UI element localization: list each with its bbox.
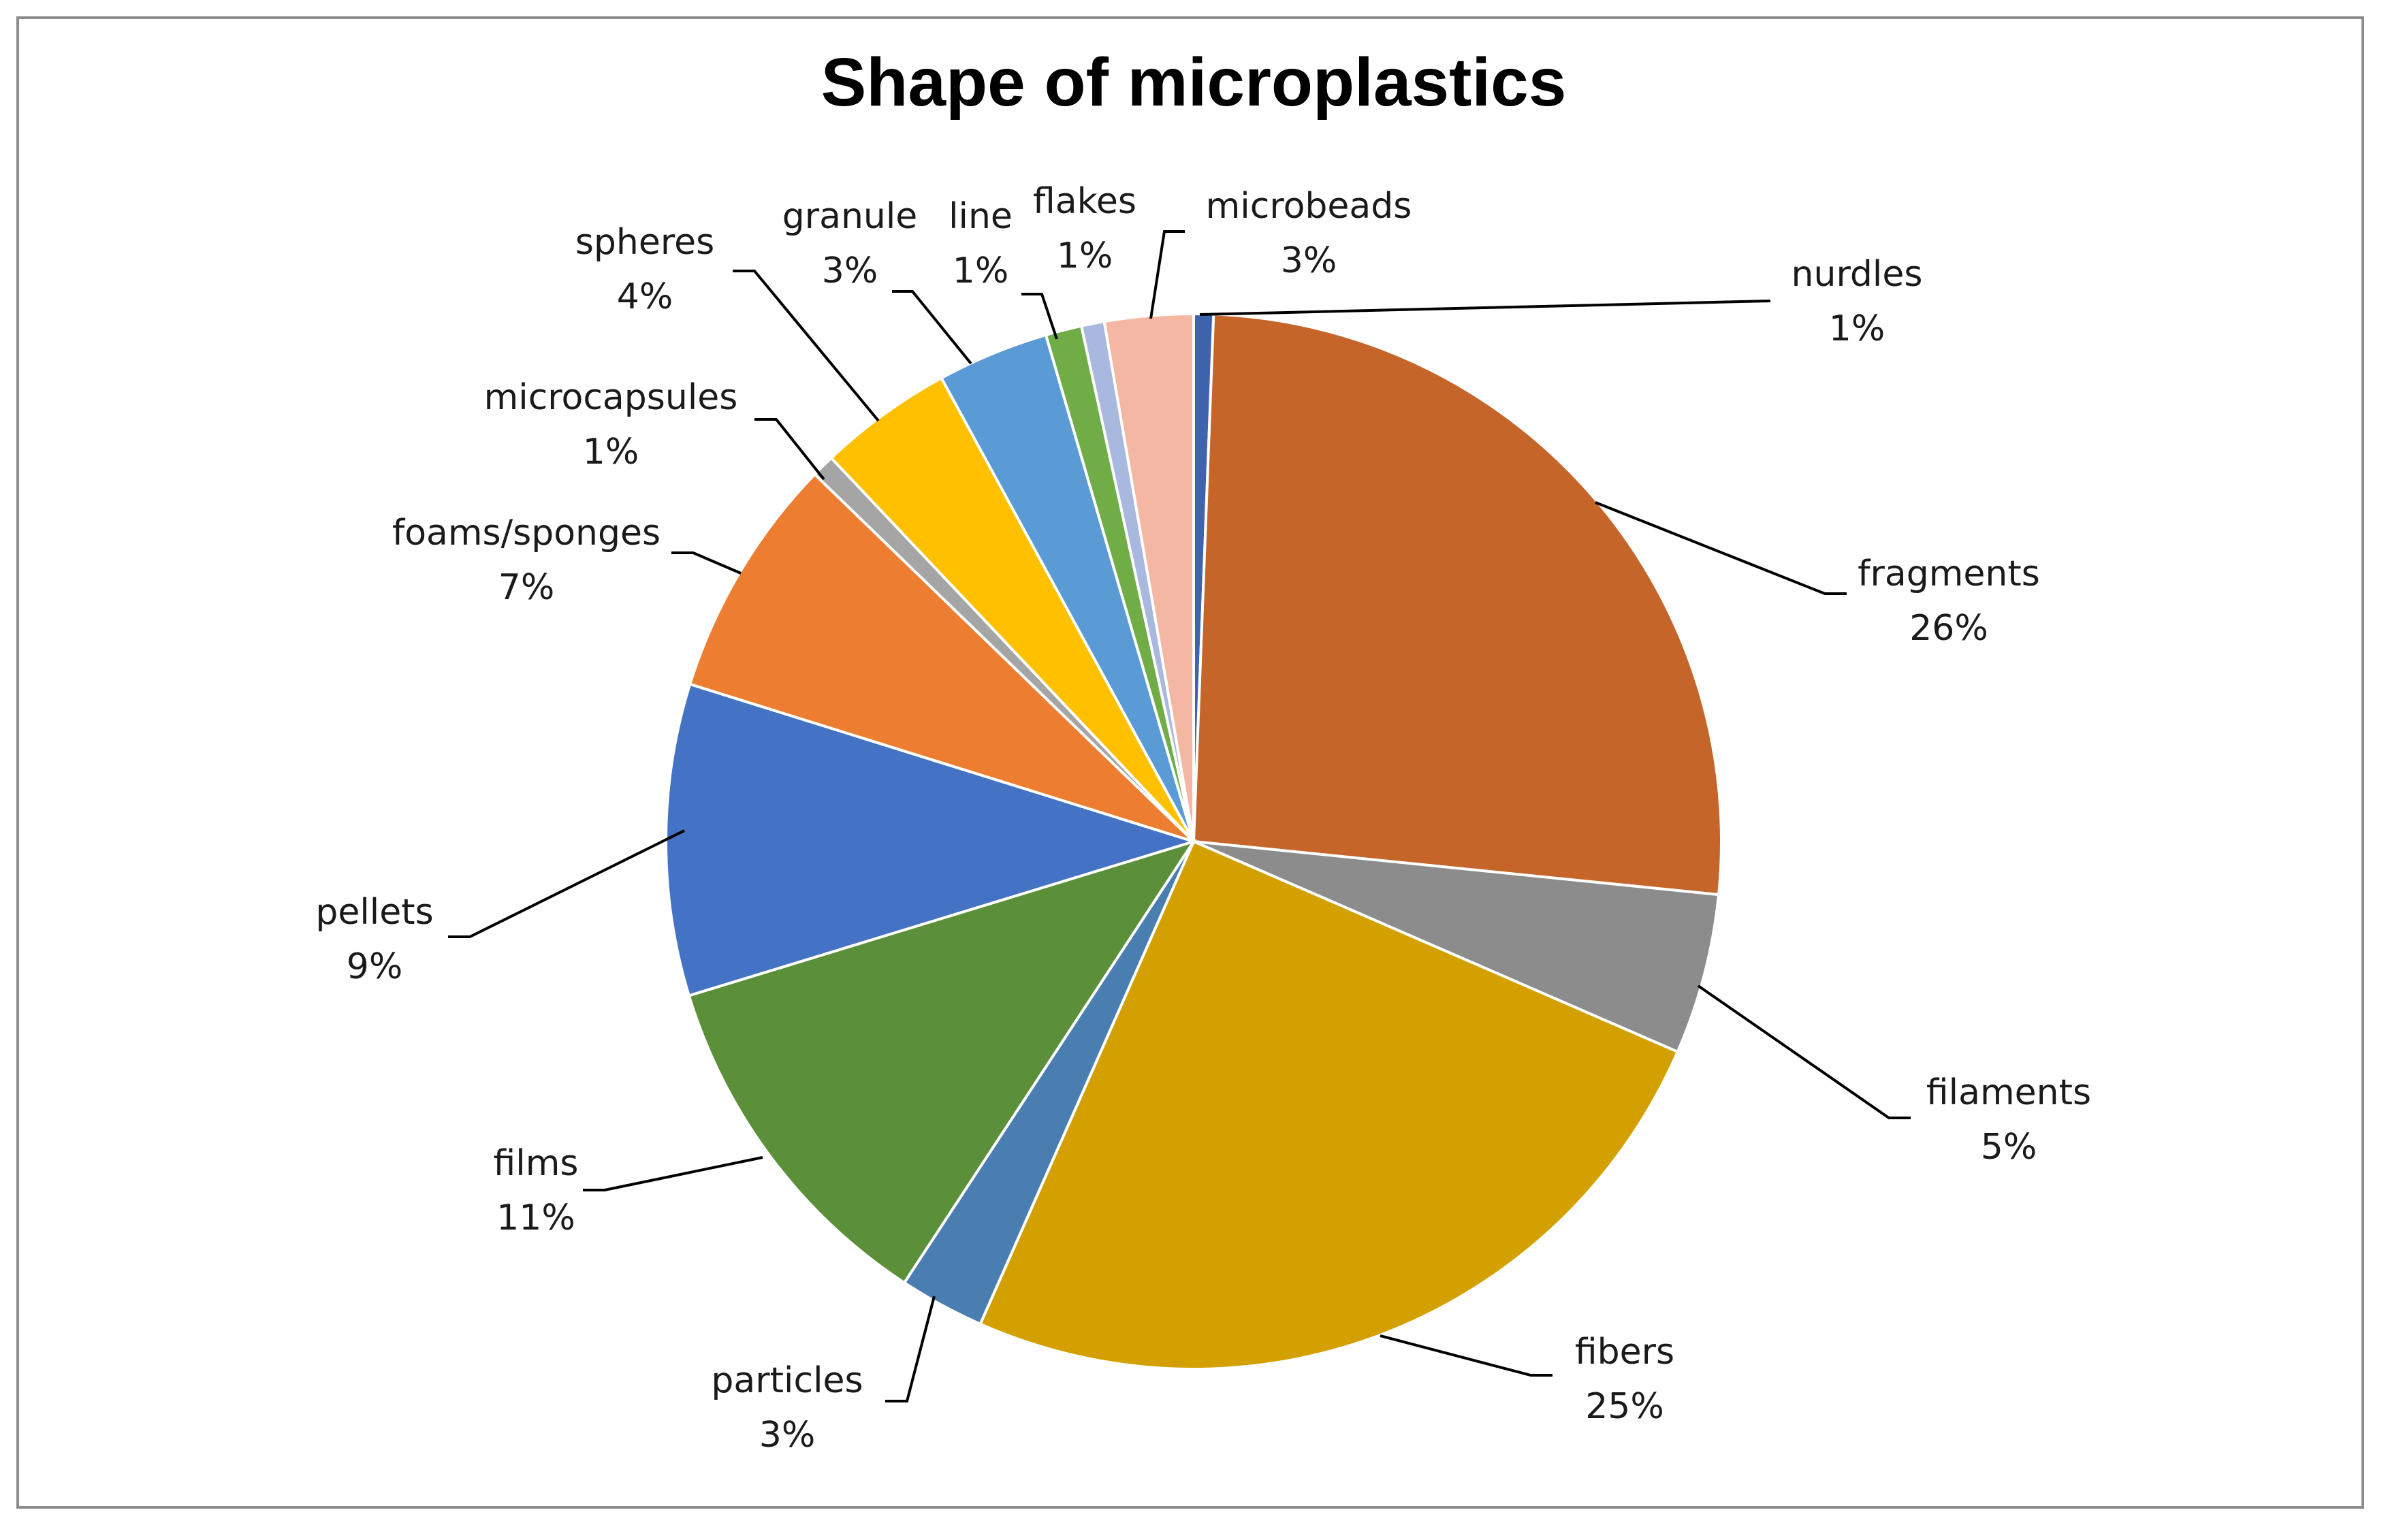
label-fragments: fragments [1858,554,2040,594]
leader-fragments [1595,501,1847,595]
leader-films [583,1156,763,1191]
percent-pellets: 9% [347,946,403,987]
chart-title: Shape of microplastics [821,44,1567,121]
percent-filaments: 5% [1981,1127,2037,1168]
label-spheres: spheres [575,222,714,263]
slice-fragments [1192,312,1723,897]
percent-nurdles: 1% [1829,308,1885,349]
leader-microcapsules [754,418,825,481]
slice-spheres [829,376,1195,843]
leader-lines [448,230,1911,1402]
slice-fibers [978,839,1680,1370]
percent-foams-sponges: 7% [498,567,555,608]
label-flakes: flakes [1033,181,1136,222]
leader-particles [885,1296,936,1402]
percent-microbeads: 3% [1281,240,1337,281]
slice-filaments [1193,840,1721,1054]
leader-line [1021,293,1058,340]
leader-pellets [448,829,685,938]
percent-line: 1% [953,251,1009,291]
label-microbeads: microbeads [1206,186,1412,227]
leader-granule [892,290,972,365]
label-fibers: fibers [1575,1332,1674,1373]
label-foams-sponges: foams/sponges [392,513,660,554]
leader-foams-sponges [671,551,742,575]
label-nurdles: nurdles [1792,254,1923,295]
label-particles: particles [711,1360,863,1401]
leader-fibers [1380,1334,1553,1377]
leader-nurdles [1199,300,1771,316]
percent-films: 11% [496,1198,575,1238]
data-labels: nurdles 1% fragments 26% filaments 5% fibers 25… [315,181,2091,1456]
label-microcapsules: microcapsules [484,377,738,418]
slice-films [687,839,1197,1285]
percent-fragments: 26% [1909,608,1988,649]
percent-spheres: 4% [617,276,673,317]
leader-microbeads [1149,230,1185,319]
percent-granule: 3% [822,251,878,291]
label-pellets: pellets [315,892,433,933]
pie-slices [665,312,1723,1370]
leader-spheres [733,270,880,422]
slice-microbeads [1102,312,1195,842]
label-filaments: filaments [1926,1072,2091,1113]
percent-fibers: 25% [1585,1386,1664,1427]
percent-particles: 3% [759,1415,816,1456]
leader-filaments [1697,984,1911,1119]
label-granule: granule [782,196,918,237]
label-line: line [949,196,1013,237]
percent-microcapsules: 1% [583,432,639,472]
label-films: films [494,1143,579,1184]
percent-flakes: 1% [1057,236,1113,276]
